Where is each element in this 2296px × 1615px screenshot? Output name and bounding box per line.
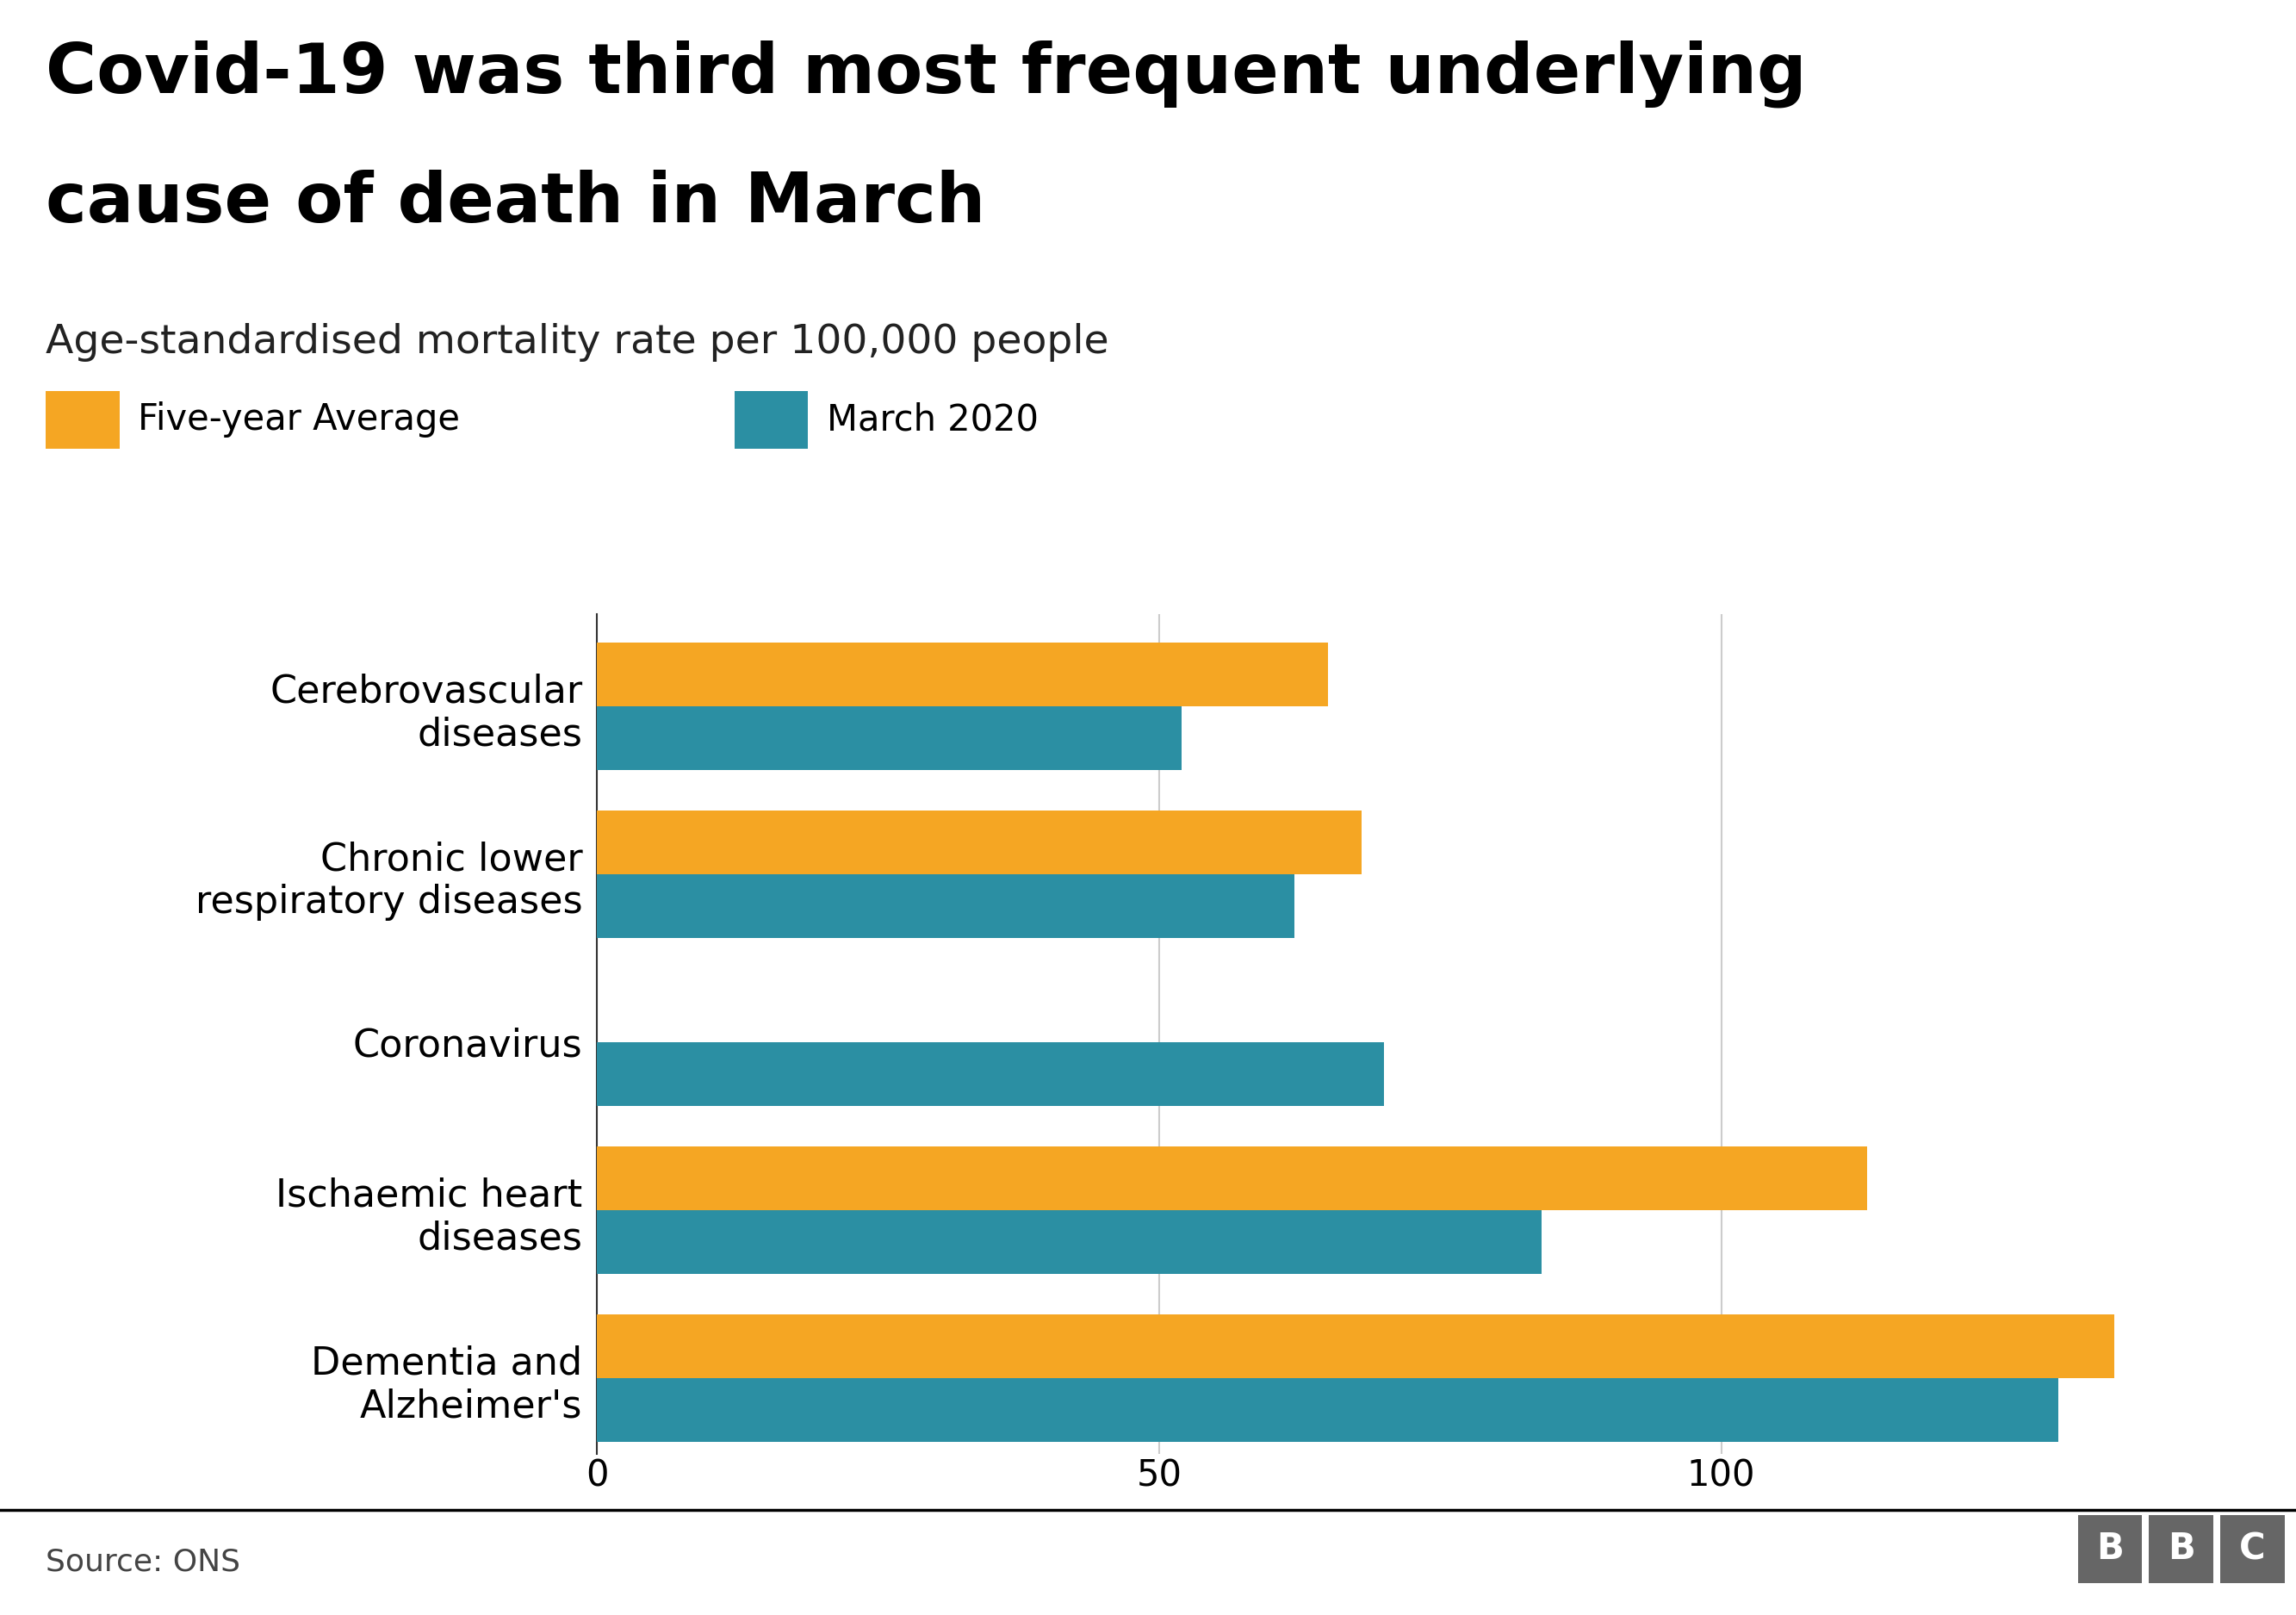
Text: Five-year Average: Five-year Average xyxy=(138,402,459,438)
Text: cause of death in March: cause of death in March xyxy=(46,170,985,237)
Bar xyxy=(597,1315,2115,1378)
Text: Covid-19 was third most frequent underlying: Covid-19 was third most frequent underly… xyxy=(46,40,1807,108)
Text: B: B xyxy=(2167,1531,2195,1567)
Bar xyxy=(597,1210,1541,1274)
Text: Source: ONS: Source: ONS xyxy=(46,1547,241,1576)
Bar xyxy=(597,643,1327,706)
Text: C: C xyxy=(2239,1531,2266,1567)
Bar xyxy=(597,874,1295,938)
Bar xyxy=(597,1378,2060,1442)
Bar xyxy=(597,811,1362,874)
Text: Age-standardised mortality rate per 100,000 people: Age-standardised mortality rate per 100,… xyxy=(46,323,1109,362)
Bar xyxy=(597,1042,1384,1106)
Bar xyxy=(597,706,1182,770)
Bar xyxy=(597,1147,1867,1210)
Text: B: B xyxy=(2096,1531,2124,1567)
Text: March 2020: March 2020 xyxy=(827,402,1038,438)
